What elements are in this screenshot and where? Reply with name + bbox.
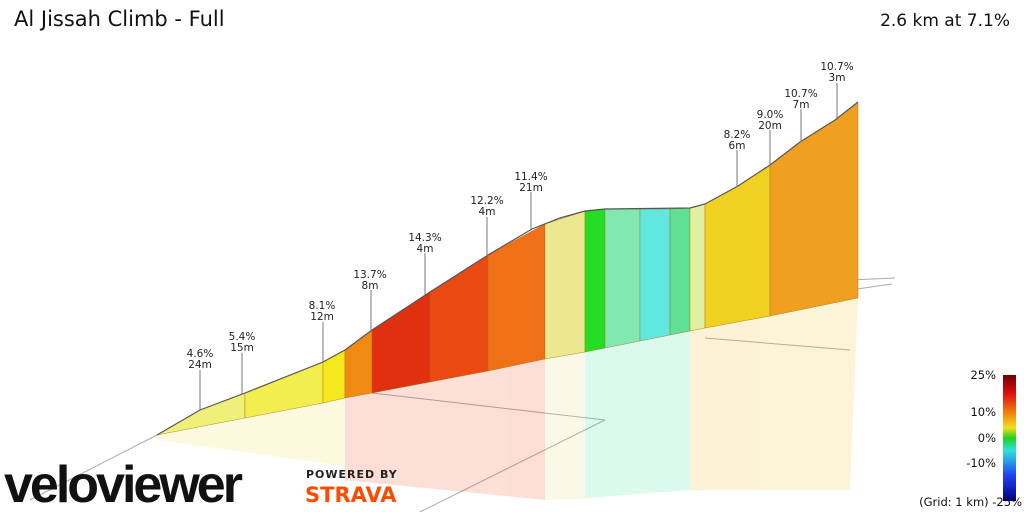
annotations: 4.6% 24m 5.4% 15m 8.1% 12m 13.7% 8m 14.3…	[187, 61, 854, 410]
logo: veloviewer	[4, 456, 243, 512]
grade: 5.4%	[229, 331, 256, 343]
segment	[487, 223, 546, 372]
segment	[584, 208, 606, 353]
length: 7m	[793, 99, 810, 111]
legend-label: 25%	[970, 368, 996, 382]
grade: 9.0%	[757, 109, 784, 121]
summary: 2.6 km at 7.1%	[880, 11, 1010, 31]
grade: 10.7%	[784, 88, 817, 100]
segment	[769, 101, 859, 317]
grid-line	[704, 337, 851, 351]
segment	[544, 210, 586, 360]
length: 4m	[479, 206, 496, 218]
reflection-strip	[585, 331, 690, 498]
title: Al Jissah Climb - Full	[14, 7, 225, 31]
length: 3m	[829, 72, 846, 84]
reflection-strip	[157, 393, 372, 470]
grade: 4.6%	[187, 348, 214, 360]
grade: 14.3%	[408, 232, 441, 244]
legend-bar	[1003, 375, 1016, 501]
segment	[689, 203, 706, 332]
legend-label: 0%	[978, 431, 996, 445]
length: 8m	[362, 280, 379, 292]
grade: 8.2%	[724, 129, 751, 141]
length: 15m	[230, 342, 254, 354]
profile-face	[156, 101, 859, 436]
length: 4m	[417, 243, 434, 255]
segment	[604, 208, 641, 349]
reflection-strip	[545, 348, 605, 500]
legend-label: 10%	[970, 405, 996, 419]
segment	[371, 291, 431, 394]
grade: 10.7%	[820, 61, 853, 73]
segment	[704, 164, 771, 329]
legend-label: -10%	[966, 456, 996, 470]
strava-logo: STRAVA	[305, 483, 397, 507]
grade: 8.1%	[309, 300, 336, 312]
reflection-strip	[345, 359, 545, 500]
length: 21m	[519, 182, 543, 194]
length: 20m	[758, 120, 782, 132]
reflection	[157, 298, 858, 500]
grid-line	[419, 419, 606, 512]
grade: 12.2%	[470, 195, 503, 207]
legend-label: (Grid: 1 km) -25%	[919, 495, 1022, 509]
length: 24m	[188, 359, 212, 371]
segment	[669, 207, 691, 336]
length: 6m	[729, 140, 746, 152]
segment	[639, 208, 671, 342]
length: 12m	[310, 311, 334, 323]
grade: 11.4%	[514, 171, 547, 183]
segment	[322, 349, 346, 404]
grade: 13.7%	[353, 269, 386, 281]
grid-line	[371, 392, 606, 421]
grid-line	[29, 434, 158, 501]
reflection-strip	[690, 298, 858, 490]
powered-by: POWERED BY	[306, 468, 398, 481]
